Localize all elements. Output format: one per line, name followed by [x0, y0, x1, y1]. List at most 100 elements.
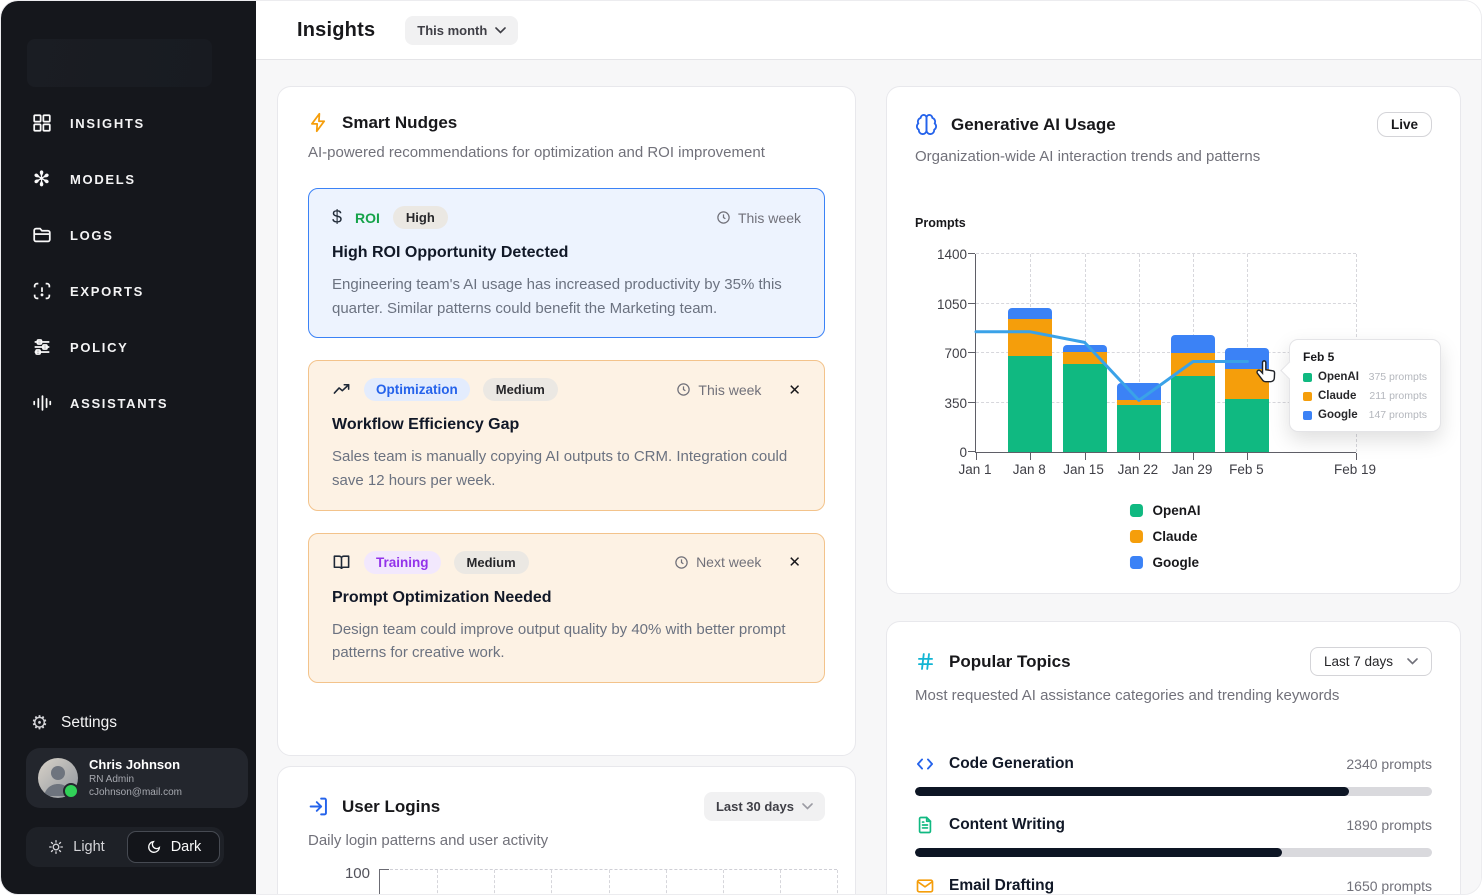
period-select-value: Last 7 days [1323, 654, 1393, 669]
waveform-icon [30, 392, 53, 415]
chart-legend: OpenAI Claude Google [1129, 503, 1200, 570]
legend-swatch [1129, 530, 1143, 543]
axis-tick [968, 302, 975, 304]
gridline [551, 870, 553, 894]
nudge-category: ROI [355, 209, 380, 226]
bar-segment-claude [1062, 352, 1107, 365]
bar-jan-22[interactable] [1116, 382, 1161, 452]
x-axis-labels: Jan 1 Jan 8 Jan 15 Jan 22 Jan 29 Feb 5 Feb 19 [958, 462, 1376, 482]
bar-jan-29[interactable] [1171, 334, 1216, 452]
axis-tick [1030, 453, 1032, 460]
sidebar-item-logs[interactable]: LOGS [1, 212, 256, 258]
dark-label: Dark [170, 839, 202, 855]
nudge-roi: $ ROI High This week High ROI Opportunit… [308, 188, 825, 339]
bar-segment-claude [1116, 399, 1161, 406]
y-axis-tick-label: 100 [344, 865, 370, 882]
bar-segment-google [1008, 308, 1053, 320]
nudge-body: Design team could improve output quality… [332, 620, 786, 662]
bar-segment-google [1062, 344, 1107, 353]
folder-icon [30, 224, 53, 247]
topic-row-content-writing: Content Writing 1890 prompts [915, 815, 1432, 857]
document-icon [915, 815, 935, 835]
nudge-timeframe: This week [737, 209, 801, 226]
progress-fill [915, 848, 1283, 857]
topics-list: Code Generation 2340 prompts Content Wri… [915, 754, 1432, 894]
x-axis-tick-label: Jan 8 [1012, 462, 1046, 477]
gridline [976, 401, 1356, 403]
bar-jan-15[interactable] [1062, 344, 1107, 452]
chevron-down-icon [1407, 658, 1418, 665]
tooltip-swatch [1303, 410, 1312, 420]
gridline [837, 870, 838, 894]
openai-logo-icon: ✻ [32, 167, 51, 191]
x-axis-tick-label: Feb 5 [1229, 462, 1264, 477]
nudge-timeframe: Next week [696, 554, 762, 571]
dark-mode-button[interactable]: Dark [127, 831, 220, 863]
nudge-title: High ROI Opportunity Detected [332, 244, 569, 261]
x-axis-tick-label: Jan 22 [1117, 462, 1159, 477]
severity-badge: Medium [482, 378, 558, 402]
axis-tick [1356, 453, 1357, 460]
card-title: Smart Nudges [342, 112, 458, 132]
y-axis-tick-label: 1050 [936, 296, 967, 312]
period-select-value: Last 30 days [715, 799, 794, 814]
axis-tick [1084, 453, 1086, 460]
tooltip-row: Google 147 prompts [1303, 409, 1427, 421]
severity-badge: Medium [453, 550, 529, 574]
bar-segment-claude [1171, 353, 1216, 376]
bar-segment-openai [1008, 355, 1053, 452]
gridline [976, 253, 1356, 254]
topic-row-code-generation: Code Generation 2340 prompts [915, 754, 1432, 796]
bar-segment-openai [1116, 405, 1161, 452]
sidebar-item-label: MODELS [70, 171, 136, 187]
code-icon [915, 754, 935, 774]
axis-tick [968, 451, 975, 452]
sidebar-item-assistants[interactable]: ASSISTANTS [1, 380, 256, 426]
sidebar-item-models[interactable]: ✻ MODELS [1, 156, 256, 202]
sliders-icon [30, 336, 53, 359]
lightning-icon [308, 112, 329, 133]
sidebar-item-policy[interactable]: POLICY [1, 324, 256, 370]
top-bar: Insights This month [256, 1, 1481, 60]
card-subtitle: Daily login patterns and user activity [308, 832, 549, 849]
clock-icon [677, 383, 691, 397]
gridline [437, 870, 439, 894]
period-select-last-7-days[interactable]: Last 7 days [1309, 647, 1432, 676]
period-select-last-30-days[interactable]: Last 30 days [703, 792, 825, 821]
sun-icon [48, 839, 64, 855]
nudge-training: Training Medium Next week ✕ Prompt Optim… [308, 532, 825, 684]
book-icon [332, 553, 351, 572]
tooltip-swatch [1303, 372, 1312, 382]
topic-row-email-drafting: Email Drafting 1650 prompts [915, 876, 1432, 894]
y-axis-tick-label: 0 [959, 445, 967, 460]
bar-segment-openai [1171, 375, 1216, 452]
sidebar-item-insights[interactable]: INSIGHTS [1, 100, 256, 146]
dismiss-nudge-button[interactable]: ✕ [788, 381, 801, 399]
chart-tooltip: Feb 5 OpenAI 375 prompts Claude 211 prom… [1289, 339, 1441, 432]
light-mode-button[interactable]: Light [30, 831, 123, 863]
nudge-body: Sales team is manually copying AI output… [332, 448, 788, 490]
chart-plot-area [968, 253, 1357, 460]
sidebar-item-label: POLICY [70, 339, 129, 355]
user-email: cJohnson@mail.com [89, 787, 182, 799]
period-select-this-month[interactable]: This month [405, 15, 519, 45]
moon-icon [146, 839, 162, 855]
axis-tick [380, 869, 389, 870]
bar-jan-8[interactable] [1008, 308, 1053, 452]
gridline [722, 870, 724, 894]
nudge-category: Training [364, 550, 441, 574]
x-axis-tick-label: Feb 19 [1333, 462, 1377, 477]
sidebar-item-exports[interactable]: EXPORTS [1, 268, 256, 314]
card-subtitle: Organization-wide AI interaction trends … [915, 148, 1261, 165]
user-name: Chris Johnson [89, 756, 181, 772]
clock-icon [675, 556, 688, 569]
sidebar-item-settings[interactable]: ⚙ Settings [1, 709, 256, 737]
dismiss-nudge-button[interactable]: ✕ [788, 554, 801, 572]
user-profile-card[interactable]: Chris Johnson RN Admin cJohnson@mail.com [26, 748, 248, 808]
gridline [976, 302, 1356, 304]
axis-tick [968, 253, 975, 254]
trending-up-icon [332, 380, 351, 399]
gridline [380, 869, 837, 870]
axis-tick [968, 401, 975, 403]
clock-icon [717, 211, 730, 224]
